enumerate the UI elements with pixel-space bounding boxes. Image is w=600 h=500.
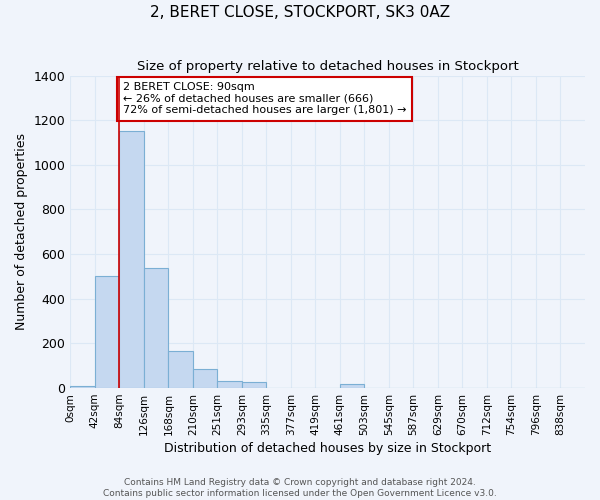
Text: Contains HM Land Registry data © Crown copyright and database right 2024.
Contai: Contains HM Land Registry data © Crown c… <box>103 478 497 498</box>
Bar <box>340 384 364 388</box>
Y-axis label: Number of detached properties: Number of detached properties <box>15 134 28 330</box>
Bar <box>242 382 266 388</box>
Text: 2, BERET CLOSE, STOCKPORT, SK3 0AZ: 2, BERET CLOSE, STOCKPORT, SK3 0AZ <box>150 5 450 20</box>
Bar <box>169 351 193 388</box>
Title: Size of property relative to detached houses in Stockport: Size of property relative to detached ho… <box>137 60 518 73</box>
X-axis label: Distribution of detached houses by size in Stockport: Distribution of detached houses by size … <box>164 442 491 455</box>
Bar <box>119 132 144 388</box>
Bar <box>144 268 169 388</box>
Bar <box>193 369 217 388</box>
Bar <box>95 276 119 388</box>
Bar <box>217 382 242 388</box>
Bar <box>70 386 95 388</box>
Text: 2 BERET CLOSE: 90sqm
← 26% of detached houses are smaller (666)
72% of semi-deta: 2 BERET CLOSE: 90sqm ← 26% of detached h… <box>123 82 406 116</box>
